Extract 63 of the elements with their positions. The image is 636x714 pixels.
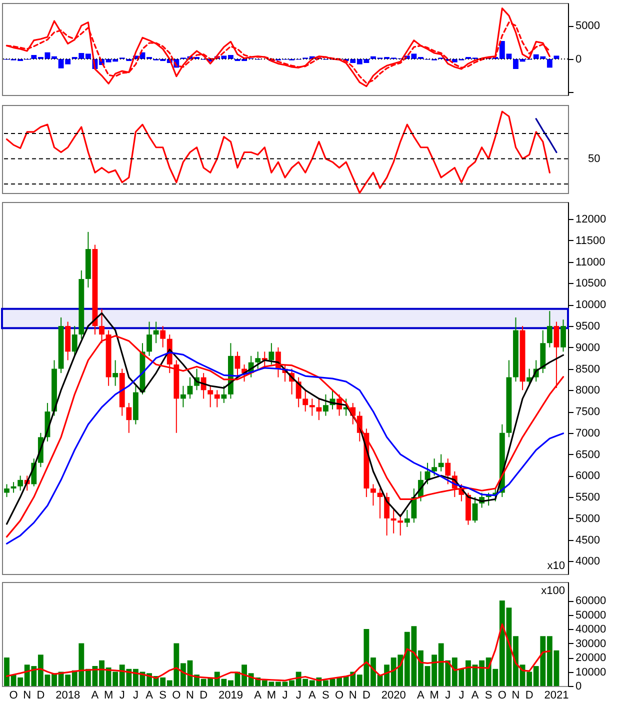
x-tick-label: O [9, 690, 18, 702]
x-tick-label: J [282, 690, 288, 702]
x-tick-label: O [172, 690, 182, 702]
x-tick-label: N [23, 690, 32, 702]
text: 50 [588, 152, 600, 165]
x-tick-label: 2019 [218, 690, 243, 702]
y-tick-label: 20000 [576, 652, 606, 664]
x-tick-label: A [308, 690, 316, 702]
x-tick-label: O [335, 690, 344, 702]
y-tick-label: 0 [576, 54, 582, 66]
x-tick-label: D [200, 690, 208, 702]
x-tick-label: A [471, 690, 480, 702]
x-tick-label: S [322, 690, 330, 702]
y-tick-label: 12000 [576, 214, 606, 226]
y-tick-label: 7500 [576, 406, 600, 418]
y-tick-label: 5000 [576, 512, 600, 525]
y-tick-label: 40000 [576, 624, 606, 636]
y-tick-label: 4000 [576, 556, 600, 568]
x-tick-label: 2020 [381, 690, 406, 702]
x-tick-label: O [498, 690, 507, 702]
y-tick-label: 10000 [576, 666, 606, 678]
annotation: x10 [547, 560, 565, 572]
y-tick-label: 11500 [576, 234, 606, 247]
x-tick-label: D [362, 690, 370, 702]
y-tick-label: 5500 [576, 492, 600, 504]
y-tick-label: 8000 [576, 384, 600, 397]
y-tick-label: 9500 [576, 320, 600, 332]
x-tick-label: A [146, 690, 154, 702]
y-tick-label: 5000 [576, 20, 600, 32]
x-tick-label: J [132, 690, 138, 702]
x-tick-label: J [296, 690, 302, 702]
x-tick-label: J [119, 690, 125, 702]
x-tick-label: M [430, 690, 439, 702]
x-tick-label: 2018 [56, 690, 80, 702]
x-tick-label: M [266, 690, 276, 702]
x-tick-label: A [254, 690, 262, 702]
x-tick-label: M [104, 690, 114, 702]
y-tick-label: 7000 [576, 427, 600, 440]
x-tick-label: J [445, 690, 451, 702]
x-tick-label: A [417, 690, 426, 702]
y-tick-label: 6500 [576, 448, 600, 461]
x-tick-label: D [36, 690, 45, 702]
y-tick-label: 30000 [576, 638, 606, 650]
x-tick-label: N [512, 690, 520, 702]
y-tick-label: 9000 [576, 342, 600, 354]
x-tick-label: S [484, 690, 492, 702]
y-tick-label: 11000 [576, 256, 606, 268]
x-tick-label: 2021 [544, 690, 569, 702]
y-tick-label: 8500 [576, 363, 600, 376]
y-tick-label: 10000 [576, 299, 606, 312]
x-tick-label: N [348, 690, 357, 702]
x-tick-label: S [159, 690, 167, 702]
y-tick-label: 0 [576, 680, 582, 692]
y-tick-label: 10500 [576, 278, 606, 290]
x-tick-label: A [91, 690, 100, 702]
y-tick-label: 50000 [576, 609, 606, 622]
x-tick-label: D [525, 690, 534, 702]
x-tick-label: J [458, 690, 464, 702]
annotation: x100 [541, 585, 565, 597]
y-tick-label: 60000 [576, 595, 606, 608]
y-tick-label: 4500 [576, 534, 600, 546]
x-tick-label: N [186, 690, 194, 702]
y-tick-label: 6000 [576, 470, 600, 482]
